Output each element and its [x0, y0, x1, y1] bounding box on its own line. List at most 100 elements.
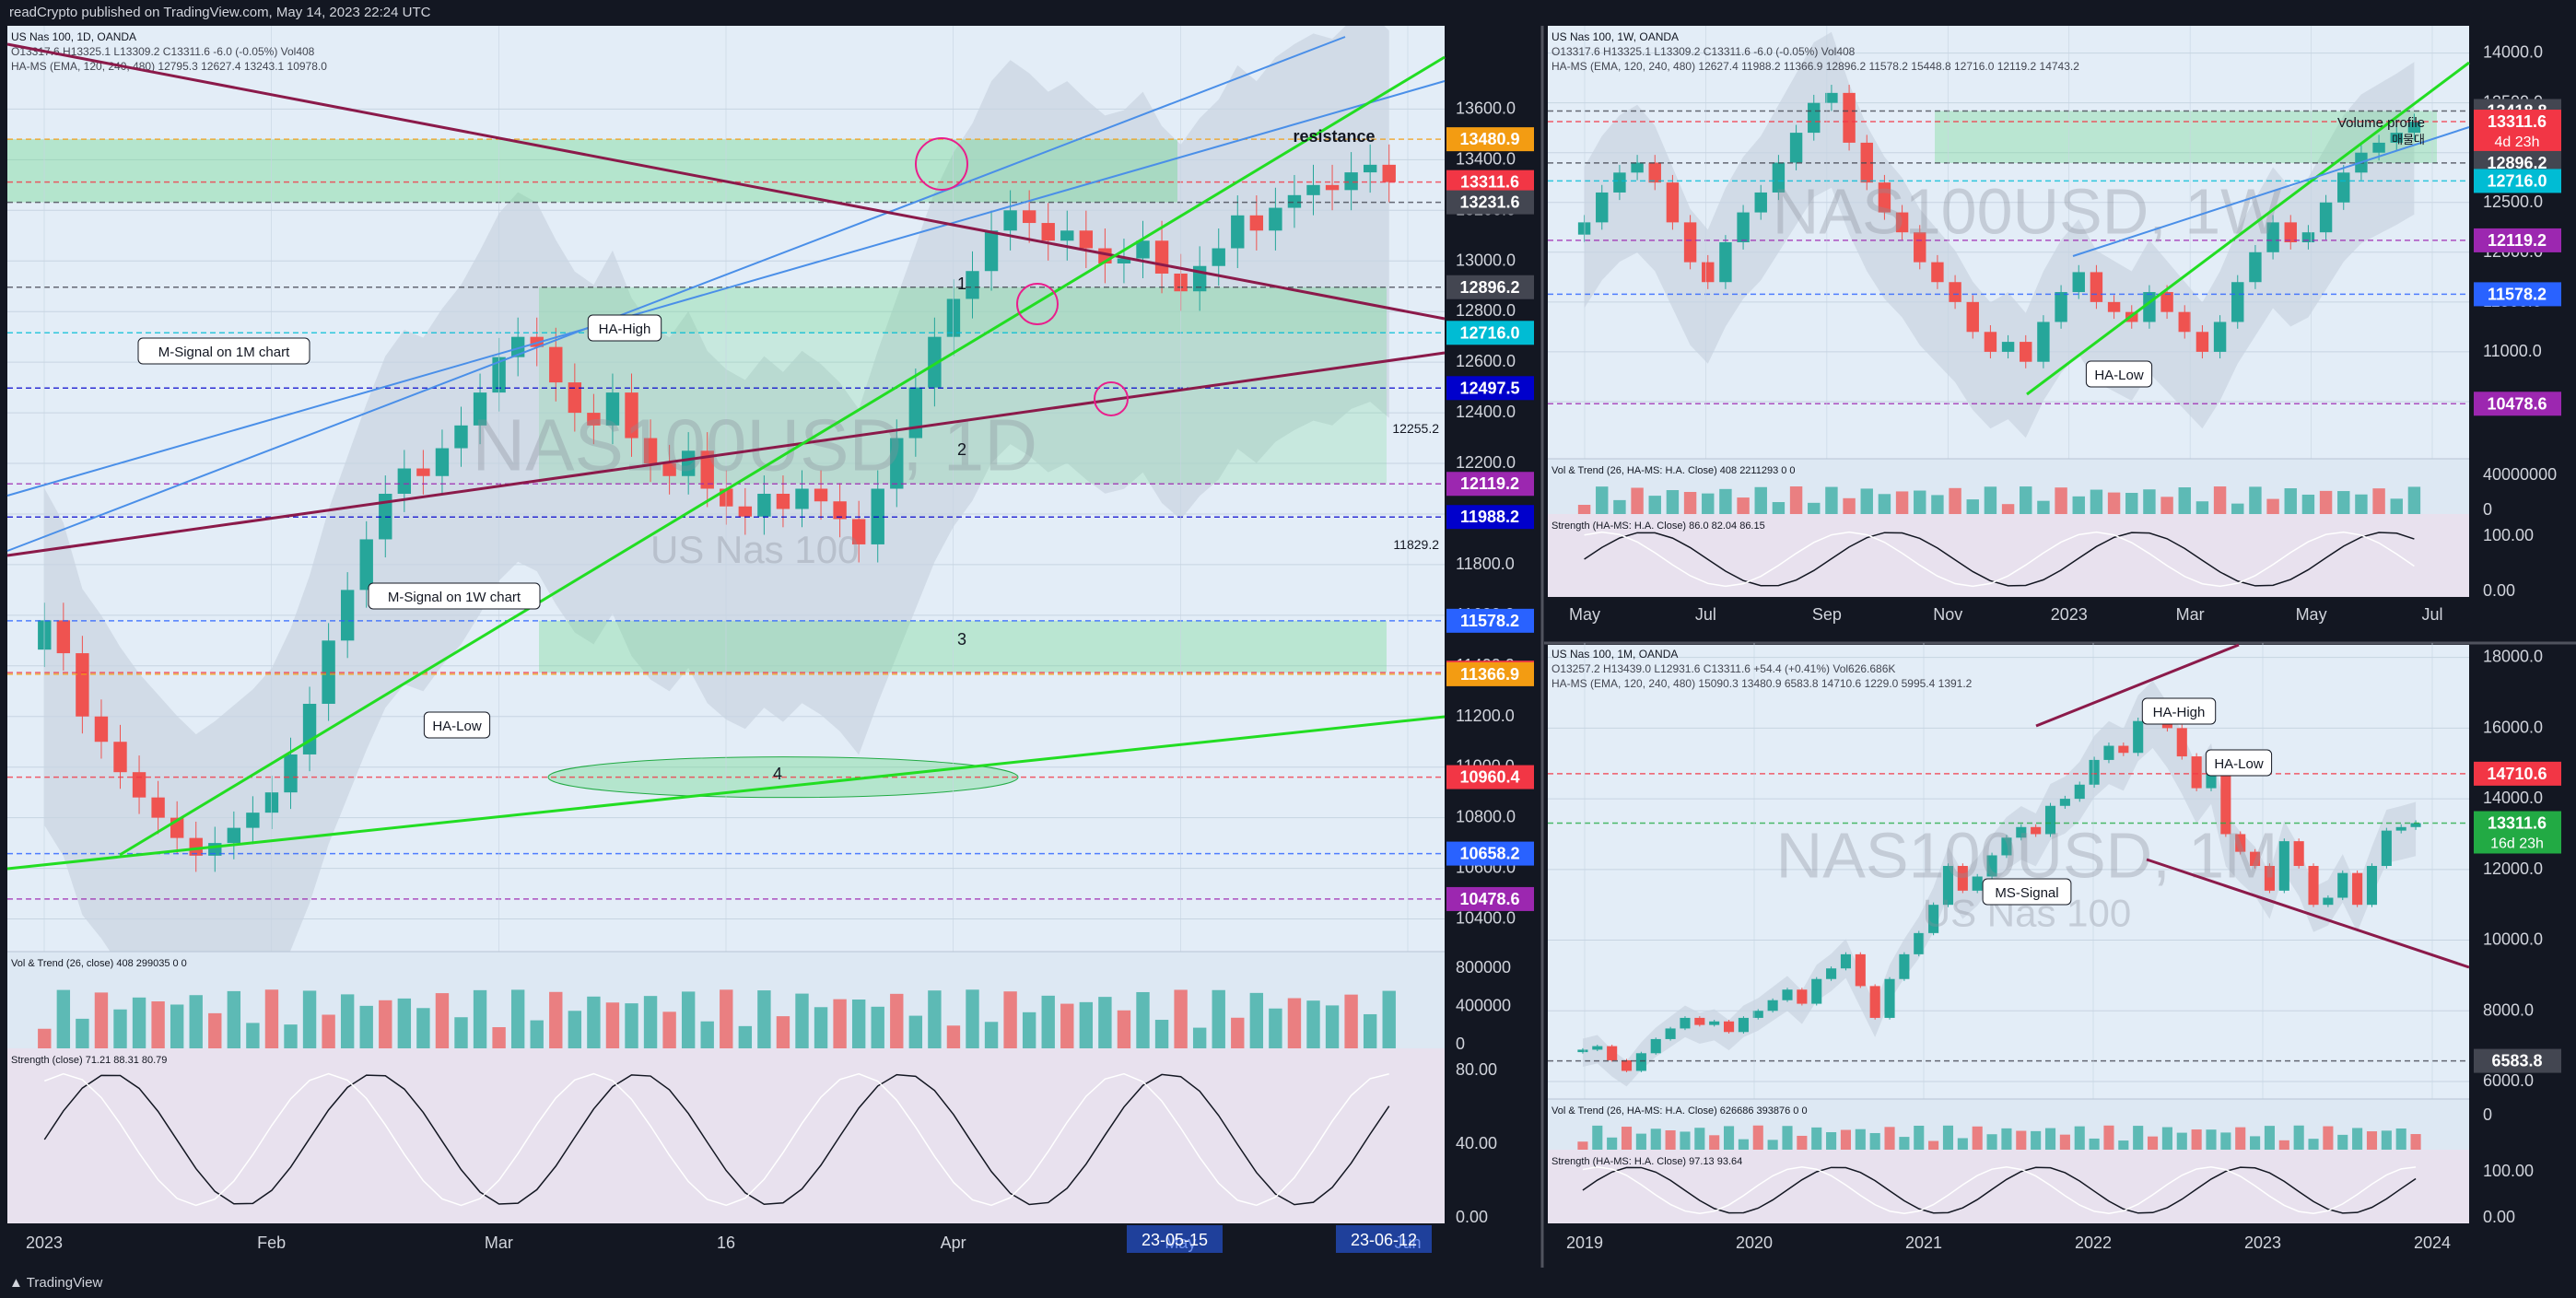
x-tick-label: 2023 — [26, 1234, 63, 1252]
volume-bar — [2001, 1128, 2012, 1150]
candle-body — [1650, 1038, 1661, 1054]
candle-body — [568, 382, 582, 414]
candle-body — [2284, 222, 2297, 242]
volume-bar — [1041, 995, 1055, 1048]
candle-body — [1855, 953, 1866, 987]
candle-body — [966, 271, 979, 299]
x-tick-label: Mar — [485, 1234, 513, 1252]
candle-body — [2337, 872, 2348, 898]
volume-bar — [2407, 486, 2421, 514]
volume-bar — [510, 989, 525, 1048]
ha-high-callout-box — [587, 314, 662, 342]
price-label: 12119.2 — [2488, 231, 2547, 250]
volume-bar — [2390, 498, 2403, 514]
zone-label-4: 4 — [773, 765, 782, 783]
volume-bar — [38, 1028, 52, 1048]
x-tick-label: May — [2296, 605, 2327, 624]
candle-body — [2037, 322, 2050, 362]
volume-bar — [776, 1016, 790, 1048]
monthly-ha-low-callout-box — [2205, 749, 2273, 777]
candle-body — [1635, 1053, 1646, 1071]
volume-bar — [379, 1000, 392, 1048]
volume-bar — [1949, 487, 1961, 514]
volume-bar — [908, 1015, 923, 1048]
candle-body — [151, 797, 165, 818]
ha-high-callout: HA-High — [599, 322, 651, 337]
candle-body — [1154, 240, 1169, 274]
strength-pane — [1548, 1150, 2469, 1223]
volume-bar — [1878, 494, 1891, 514]
volume-bar — [1719, 488, 1732, 514]
volume-bar — [246, 1023, 260, 1048]
candle-body — [2352, 872, 2363, 906]
x-tick-label: 2022 — [2075, 1234, 2112, 1252]
candle-body — [1811, 978, 1822, 1004]
strength-title: Strength (HA-MS: H.A. Close) 86.0 82.04 … — [1551, 520, 1765, 532]
chart-canvas[interactable]: 13600.013400.013200.013000.012800.012600… — [0, 26, 2576, 1268]
volume-bar — [416, 1008, 430, 1048]
candle-body — [1984, 332, 1997, 352]
candle-body — [2264, 865, 2275, 891]
volume-bar — [473, 989, 487, 1048]
y-tick-label: 12000.0 — [2483, 859, 2543, 878]
monthly-ha-high-callout-box — [2141, 697, 2217, 725]
volume-bar — [397, 998, 412, 1048]
volume-bar — [1613, 499, 1626, 514]
volume-bar — [1117, 1010, 1131, 1048]
candle-body — [2366, 865, 2378, 906]
y-tick-label: 12400.0 — [1456, 403, 1516, 421]
volume-bar — [2160, 497, 2173, 514]
candle-body — [1249, 215, 1264, 231]
candle-body — [1060, 230, 1074, 241]
candle-body — [1878, 182, 1891, 213]
volume-tick: 0 — [1456, 1035, 1465, 1053]
volume-bar — [1899, 1137, 1910, 1150]
price-label-bg — [2474, 228, 2561, 252]
y-tick-label: 13600.0 — [1456, 99, 1516, 117]
volume-bar — [2301, 494, 2315, 514]
y-tick-label: 11200.0 — [1456, 707, 1515, 725]
candle-body — [1666, 182, 1680, 223]
volume-bar — [284, 1024, 298, 1048]
volume-bar — [2176, 1132, 2187, 1150]
y-tick-label: 10000.0 — [2483, 930, 2543, 949]
candle-body — [2410, 823, 2421, 827]
level-note: 11829.2 — [1393, 537, 1439, 552]
strength-pane — [7, 1048, 1445, 1223]
m-signal-1w-callout-box — [368, 582, 541, 610]
y-tick-label: 10400.0 — [1456, 909, 1516, 928]
volume-title: Vol & Trend (26, HA-MS: H.A. Close) 408 … — [1551, 465, 1796, 476]
volume-bar — [662, 1012, 676, 1048]
candle-body — [1596, 192, 1609, 223]
candle-body — [2103, 745, 2114, 760]
candle-body — [113, 742, 127, 773]
candle-body — [1577, 222, 1591, 235]
volume-bar — [2072, 496, 2085, 514]
volume-bar — [1754, 486, 1767, 514]
volume-bar — [2059, 1134, 2070, 1150]
candle-body — [2195, 332, 2209, 352]
y-tick-label: 13400.0 — [1456, 149, 1516, 168]
volume-bar — [2220, 1132, 2231, 1150]
candle-body — [1665, 1028, 1676, 1039]
strength-tick: 40.00 — [1456, 1134, 1497, 1152]
candle-body — [662, 463, 676, 476]
candle-body — [1709, 1021, 1720, 1025]
candle-body — [2407, 122, 2421, 134]
indicator-line: HA-MS (EMA, 120, 240, 480) 12627.4 11988… — [1551, 60, 2079, 73]
volume-bar — [1174, 989, 1188, 1048]
volume-bar — [2278, 1140, 2289, 1150]
x-tick-label: 16 — [717, 1234, 735, 1252]
candle-body — [2213, 322, 2227, 352]
candle-body — [2206, 766, 2217, 789]
volume-title: Vol & Trend (26, close) 408 299035 0 0 — [11, 958, 187, 969]
volume-bar — [1808, 502, 1821, 514]
x-tick-label: 2021 — [1905, 1234, 1942, 1252]
candle-body — [2031, 826, 2042, 835]
price-label-countdown: 4d 23h — [2495, 134, 2540, 150]
y-tick-label: 10800.0 — [1456, 808, 1516, 826]
x-tick-label: Nov — [1933, 605, 1962, 624]
volume-bar — [1811, 1127, 1822, 1150]
strength-tick: 0.00 — [1456, 1208, 1488, 1226]
candle-body — [2001, 837, 2012, 856]
